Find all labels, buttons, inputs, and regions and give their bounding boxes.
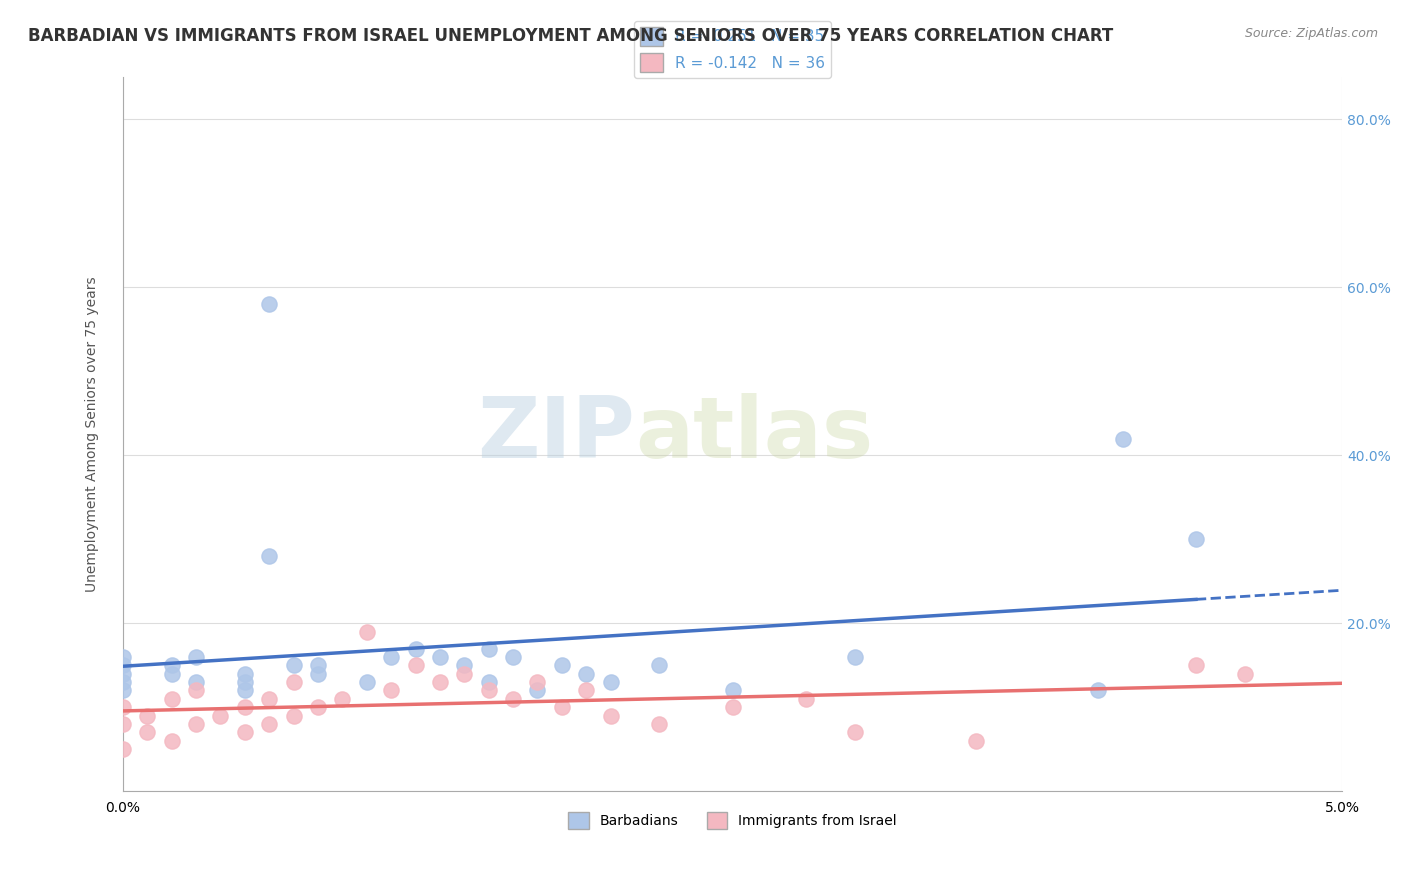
Point	[965, 734, 987, 748]
Point	[844, 725, 866, 739]
Point	[283, 675, 305, 690]
Point	[307, 700, 329, 714]
Point	[405, 658, 427, 673]
Point	[648, 658, 671, 673]
Point	[1087, 683, 1109, 698]
Text: ZIP: ZIP	[477, 392, 636, 475]
Point	[478, 641, 501, 656]
Point	[111, 717, 134, 731]
Text: BARBADIAN VS IMMIGRANTS FROM ISRAEL UNEMPLOYMENT AMONG SENIORS OVER 75 YEARS COR: BARBADIAN VS IMMIGRANTS FROM ISRAEL UNEM…	[28, 27, 1114, 45]
Point	[111, 700, 134, 714]
Point	[233, 700, 256, 714]
Point	[160, 658, 183, 673]
Point	[283, 658, 305, 673]
Y-axis label: Unemployment Among Seniors over 75 years: Unemployment Among Seniors over 75 years	[86, 277, 100, 592]
Point	[551, 658, 574, 673]
Point	[453, 658, 475, 673]
Point	[405, 641, 427, 656]
Point	[1185, 533, 1208, 547]
Point	[429, 675, 451, 690]
Point	[1112, 432, 1135, 446]
Point	[599, 675, 621, 690]
Point	[332, 692, 354, 706]
Point	[111, 742, 134, 756]
Text: Source: ZipAtlas.com: Source: ZipAtlas.com	[1244, 27, 1378, 40]
Point	[257, 692, 280, 706]
Point	[429, 649, 451, 664]
Point	[233, 725, 256, 739]
Point	[648, 717, 671, 731]
Point	[257, 549, 280, 563]
Point	[233, 666, 256, 681]
Point	[184, 717, 207, 731]
Point	[844, 649, 866, 664]
Point	[184, 683, 207, 698]
Point	[136, 708, 159, 723]
Point	[721, 700, 744, 714]
Point	[356, 624, 378, 639]
Point	[502, 692, 524, 706]
Point	[160, 692, 183, 706]
Point	[111, 649, 134, 664]
Point	[111, 658, 134, 673]
Point	[209, 708, 232, 723]
Point	[526, 675, 548, 690]
Point	[380, 649, 402, 664]
Point	[160, 666, 183, 681]
Point	[551, 700, 574, 714]
Point	[380, 683, 402, 698]
Point	[478, 675, 501, 690]
Point	[1233, 666, 1256, 681]
Point	[575, 666, 598, 681]
Point	[526, 683, 548, 698]
Point	[257, 717, 280, 731]
Legend: Barbadians, Immigrants from Israel: Barbadians, Immigrants from Israel	[562, 806, 903, 834]
Point	[233, 675, 256, 690]
Point	[111, 683, 134, 698]
Point	[478, 683, 501, 698]
Point	[721, 683, 744, 698]
Point	[257, 297, 280, 311]
Point	[184, 649, 207, 664]
Point	[160, 734, 183, 748]
Point	[111, 675, 134, 690]
Point	[794, 692, 817, 706]
Point	[599, 708, 621, 723]
Point	[1185, 658, 1208, 673]
Point	[502, 649, 524, 664]
Point	[184, 675, 207, 690]
Point	[453, 666, 475, 681]
Point	[111, 666, 134, 681]
Point	[283, 708, 305, 723]
Point	[307, 658, 329, 673]
Point	[233, 683, 256, 698]
Point	[356, 675, 378, 690]
Point	[136, 725, 159, 739]
Point	[575, 683, 598, 698]
Text: atlas: atlas	[636, 392, 873, 475]
Point	[307, 666, 329, 681]
